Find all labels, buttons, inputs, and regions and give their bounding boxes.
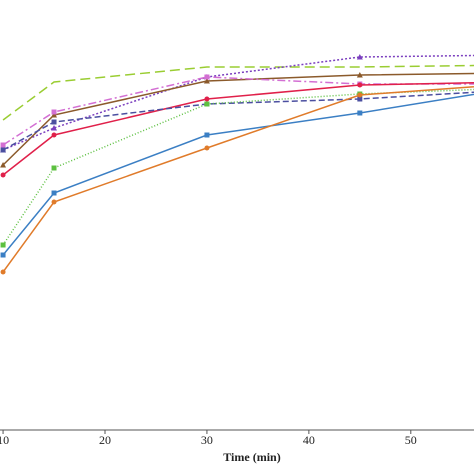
x-tick-label: 30 [201, 433, 213, 447]
x-tick-label: 50 [405, 433, 417, 447]
marker [357, 96, 363, 102]
x-tick-label: 20 [99, 433, 111, 447]
marker [0, 252, 6, 258]
marker [51, 199, 57, 205]
series-line [2, 93, 474, 256]
marker [51, 109, 57, 115]
series-line [2, 64, 474, 121]
series-line [2, 88, 474, 246]
marker [357, 92, 363, 98]
marker [0, 147, 6, 153]
marker [0, 142, 6, 148]
marker [0, 242, 6, 248]
marker [51, 132, 57, 138]
x-tick-label: 40 [303, 433, 315, 447]
marker [51, 165, 57, 171]
marker [204, 145, 210, 151]
marker [0, 162, 7, 168]
marker [51, 190, 57, 196]
marker [51, 125, 58, 131]
marker [204, 96, 210, 102]
marker [356, 54, 363, 60]
x-axis-label: Time (min) [223, 450, 280, 464]
plot-area [0, 54, 474, 275]
marker [51, 119, 57, 125]
marker [0, 172, 6, 178]
marker [356, 72, 363, 78]
marker [203, 78, 210, 84]
marker [357, 82, 363, 88]
series-line [2, 72, 474, 166]
marker [204, 101, 210, 107]
marker [0, 269, 6, 275]
series-line [2, 86, 474, 273]
marker [51, 112, 58, 118]
series-line [2, 91, 474, 151]
marker [357, 110, 363, 116]
marker [204, 74, 210, 80]
x-tick-label: 10 [0, 433, 9, 447]
marker [204, 132, 210, 138]
